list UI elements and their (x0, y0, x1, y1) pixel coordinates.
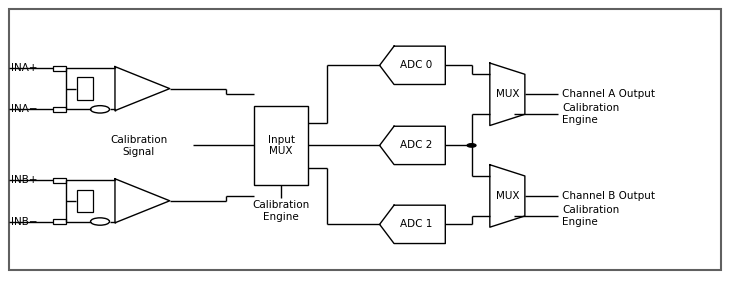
Text: Channel B Output: Channel B Output (562, 191, 655, 201)
Circle shape (467, 144, 476, 147)
Text: MUX: MUX (496, 191, 519, 201)
Text: ADC 1: ADC 1 (400, 219, 432, 229)
Text: Input
MUX: Input MUX (268, 135, 294, 156)
Text: INB−: INB− (11, 216, 37, 227)
Text: Calibration
Engine: Calibration Engine (562, 103, 619, 125)
Text: INA+: INA+ (11, 63, 37, 73)
Bar (77, 190, 93, 212)
Text: Channel A Output: Channel A Output (562, 89, 655, 99)
Text: INA−: INA− (11, 104, 37, 114)
Text: Calibration
Engine: Calibration Engine (562, 205, 619, 227)
Bar (53, 107, 66, 112)
Bar (53, 66, 66, 71)
Bar (53, 219, 66, 224)
Text: Calibration
Engine: Calibration Engine (253, 200, 310, 222)
Bar (53, 178, 66, 183)
Text: ADC 2: ADC 2 (400, 140, 432, 151)
Text: MUX: MUX (496, 89, 519, 99)
Text: ADC 0: ADC 0 (400, 60, 432, 70)
Text: Calibration
Signal: Calibration Signal (110, 135, 167, 157)
Text: INB+: INB+ (11, 175, 37, 185)
Bar (77, 78, 93, 100)
Bar (254, 106, 309, 185)
